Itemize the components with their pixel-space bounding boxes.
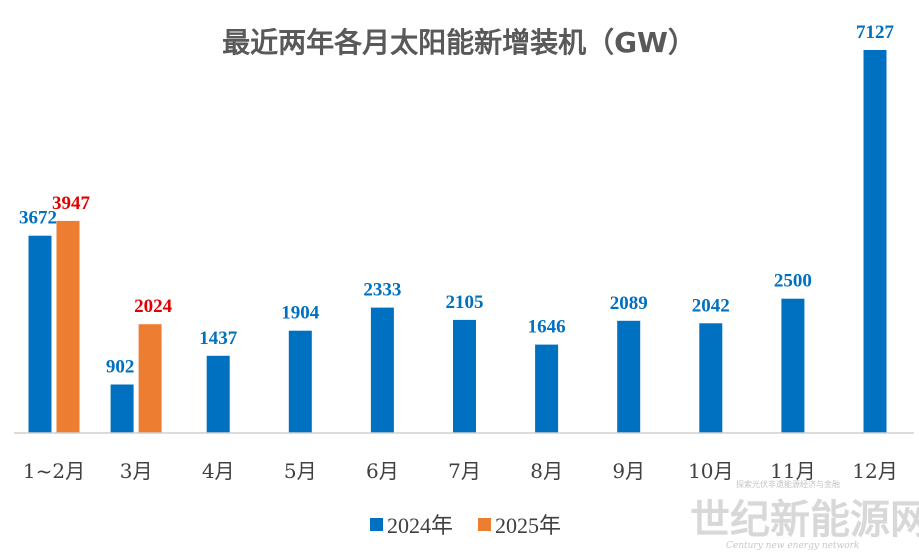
bars-layer: [28, 50, 887, 433]
data-label-2025年-1~2月: 3947: [52, 193, 91, 214]
x-tick-label: 6月: [366, 459, 399, 483]
data-label-2024年-9月: 2089: [610, 293, 648, 314]
bar-2024年-5月: [288, 330, 312, 433]
x-tick-label: 7月: [448, 459, 481, 483]
data-label-2024年-7月: 2105: [446, 292, 484, 313]
x-tick-label: 5月: [284, 459, 317, 483]
data-label-2024年-12月: 7127: [856, 22, 895, 43]
legend-label-2025年: 2025年: [495, 513, 561, 538]
bar-2024年-3月: [110, 384, 134, 433]
bar-2025年-3月: [138, 324, 162, 433]
chart-title: 最近两年各月太阳能新增装机（GW）: [222, 26, 696, 59]
x-tick-label: 4月: [202, 459, 235, 483]
x-tick-label: 8月: [530, 459, 563, 483]
bar-2024年-9月: [617, 320, 641, 433]
legend: 2024年 2025年: [370, 513, 561, 538]
bar-2025年-1~2月: [56, 220, 80, 433]
watermark-top-text: 探索光伏非遗能源经济与金融: [736, 479, 840, 489]
data-label-2024年-11月: 2500: [774, 271, 812, 292]
bar-2024年-7月: [453, 319, 476, 433]
x-tick-labels: 1~2月 3月 4月 5月 6月 7月 8月 9月 10月 11月 12月: [23, 459, 898, 483]
data-label-2024年-1~2月: 3672: [19, 208, 57, 229]
watermark: 探索光伏非遗能源经济与金融 世纪新能源网 Century new energy …: [690, 479, 919, 551]
bar-2024年-10月: [699, 323, 723, 433]
x-tick-label: 1~2月: [23, 459, 85, 483]
data-label-2024年-3月: 902: [106, 357, 135, 378]
x-tick-label: 9月: [612, 459, 645, 483]
bar-2024年-11月: [781, 298, 805, 433]
bar-2024年-6月: [370, 307, 394, 433]
watermark-main-text: 世纪新能源网: [690, 496, 919, 543]
x-tick-label: 11月: [770, 459, 815, 483]
bar-2024年-1~2月: [28, 235, 52, 433]
bar-2024年-4月: [206, 355, 230, 433]
data-label-2024年-5月: 1904: [281, 303, 320, 324]
data-label-2024年-4月: 1437: [199, 328, 238, 349]
data-label-2024年-8月: 1646: [528, 317, 566, 338]
data-label-2024年-6月: 2333: [363, 280, 401, 301]
x-tick-label: 3月: [120, 459, 153, 483]
legend-swatch-2024年: [370, 518, 383, 531]
legend-swatch-2025年: [478, 518, 491, 531]
data-label-2024年-10月: 2042: [692, 295, 730, 316]
x-tick-label: 12月: [852, 459, 897, 483]
bar-2024年-8月: [535, 344, 559, 433]
watermark-sub-text: Century new energy network: [726, 541, 859, 551]
bar-2024年-12月: [863, 50, 887, 433]
x-tick-label: 10月: [688, 459, 733, 483]
data-label-2025年-3月: 2024: [134, 296, 173, 317]
legend-label-2024年: 2024年: [387, 513, 453, 538]
